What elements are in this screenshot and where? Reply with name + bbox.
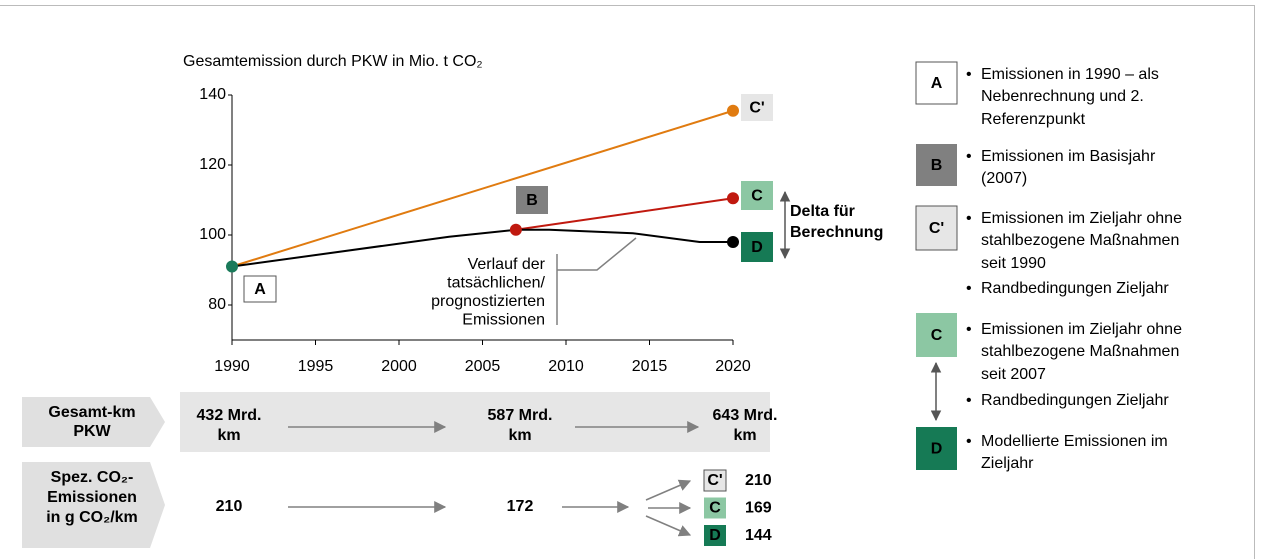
y-tick-label: 120 — [199, 156, 226, 173]
legend-text: Randbedingungen Zieljahr — [981, 392, 1169, 409]
x-tick-label: 2015 — [632, 358, 668, 375]
point-label: C' — [749, 100, 764, 117]
point-marker — [509, 223, 522, 236]
point-label: D — [751, 239, 763, 256]
frame — [0, 5, 1255, 559]
row-label: Spez. CO₂- — [51, 469, 134, 486]
target-label: D — [709, 527, 721, 544]
legend-box — [915, 61, 958, 105]
row-label-box — [22, 397, 165, 447]
point-label-box — [243, 275, 277, 303]
legend-text: seit 1990 — [981, 255, 1046, 272]
row-value: 432 Mrd. — [197, 407, 262, 424]
annotation: Verlauf der — [468, 256, 546, 273]
annotation: Emissionen — [462, 312, 545, 329]
target-label: C — [709, 500, 721, 517]
legend-text: Modellierte Emissionen im — [981, 433, 1168, 450]
point-label: B — [526, 192, 538, 209]
y-tick-label: 140 — [199, 86, 226, 103]
legend-bullet: • — [966, 280, 972, 297]
target-box — [704, 497, 726, 519]
legend-text: Nebenrechnung und 2. — [981, 88, 1144, 105]
legend-box-label: C — [931, 327, 943, 344]
legend-text: stahlbezogene Maßnahmen — [981, 343, 1179, 360]
legend-bullet: • — [966, 210, 972, 227]
x-tick-label: 2020 — [715, 358, 751, 375]
annotation-bracket — [556, 237, 637, 325]
chart-title: Gesamtemission durch PKW in Mio. t CO₂ — [183, 53, 483, 70]
x-tick-label: 2010 — [548, 358, 584, 375]
point-marker — [727, 236, 739, 248]
legend-bullet: • — [966, 66, 972, 83]
point-label-box — [516, 186, 548, 214]
target-box — [703, 469, 727, 492]
point-marker — [226, 260, 238, 273]
legend-text: Zieljahr — [981, 455, 1034, 472]
legend-box-label: C' — [929, 220, 944, 237]
row-label: Gesamt-km — [48, 404, 135, 421]
y-tick-label: 100 — [199, 226, 226, 243]
row-value: km — [217, 427, 240, 444]
point-label: A — [254, 281, 266, 298]
legend-bullet: • — [966, 392, 972, 409]
x-tick-label: 2005 — [465, 358, 501, 375]
legend-bullet: • — [966, 321, 972, 338]
point-label-box — [741, 232, 773, 262]
legend-box — [916, 427, 957, 470]
legend-bullet: • — [966, 148, 972, 165]
x-tick-label: 2000 — [381, 358, 417, 375]
target-value: 210 — [745, 472, 772, 489]
row-label: Emissionen — [47, 489, 137, 506]
legend-text: Emissionen im Basisjahr — [981, 148, 1156, 165]
row-value: km — [733, 427, 756, 444]
legend-text: (2007) — [981, 170, 1027, 187]
arrow — [645, 479, 692, 501]
legend-text: Emissionen in 1990 – als — [981, 66, 1159, 83]
legend-text: seit 2007 — [981, 366, 1046, 383]
row-value: km — [508, 427, 531, 444]
legend-box — [916, 313, 957, 357]
legend-box-label: D — [931, 441, 943, 458]
row-value: 643 Mrd. — [713, 407, 778, 424]
row-label: in g CO₂/km — [46, 509, 138, 526]
annotation: tatsächlichen/ — [447, 275, 545, 292]
row-label-box — [22, 462, 165, 548]
series-line — [231, 109, 734, 268]
point-marker — [727, 104, 739, 117]
point-label-box — [741, 94, 773, 121]
legend-box — [915, 205, 958, 251]
delta-label: Delta für — [790, 203, 855, 220]
legend-text: Emissionen im Zieljahr ohne — [981, 210, 1182, 227]
annotation: prognostizierten — [431, 293, 545, 310]
legend-bullet: • — [966, 433, 972, 450]
row-value: 172 — [507, 498, 534, 515]
legend-text: Emissionen im Zieljahr ohne — [981, 321, 1182, 338]
legend-text: Referenzpunkt — [981, 111, 1086, 128]
row-value: 587 Mrd. — [488, 407, 553, 424]
point-label-box — [741, 181, 773, 210]
legend-text: Randbedingungen Zieljahr — [981, 280, 1169, 297]
target-value: 144 — [745, 527, 772, 544]
legend-box — [916, 144, 957, 186]
x-tick-label: 1990 — [214, 358, 250, 375]
point-label: C — [751, 188, 763, 205]
legend-text: stahlbezogene Maßnahmen — [981, 232, 1179, 249]
series-line — [515, 197, 734, 231]
row-label: PKW — [73, 423, 111, 440]
series-line — [231, 228, 733, 268]
legend-box-label: B — [931, 157, 943, 174]
target-label: C' — [707, 472, 722, 489]
x-tick-label: 1995 — [298, 358, 334, 375]
y-tick-label: 80 — [208, 296, 226, 313]
target-box — [704, 525, 726, 546]
row-value: 210 — [216, 498, 243, 515]
point-marker — [727, 192, 739, 205]
delta-label: Berechnung — [790, 224, 883, 241]
legend-box-label: A — [931, 75, 943, 92]
target-value: 169 — [745, 500, 772, 517]
row-band — [180, 392, 770, 452]
arrow — [645, 515, 692, 537]
